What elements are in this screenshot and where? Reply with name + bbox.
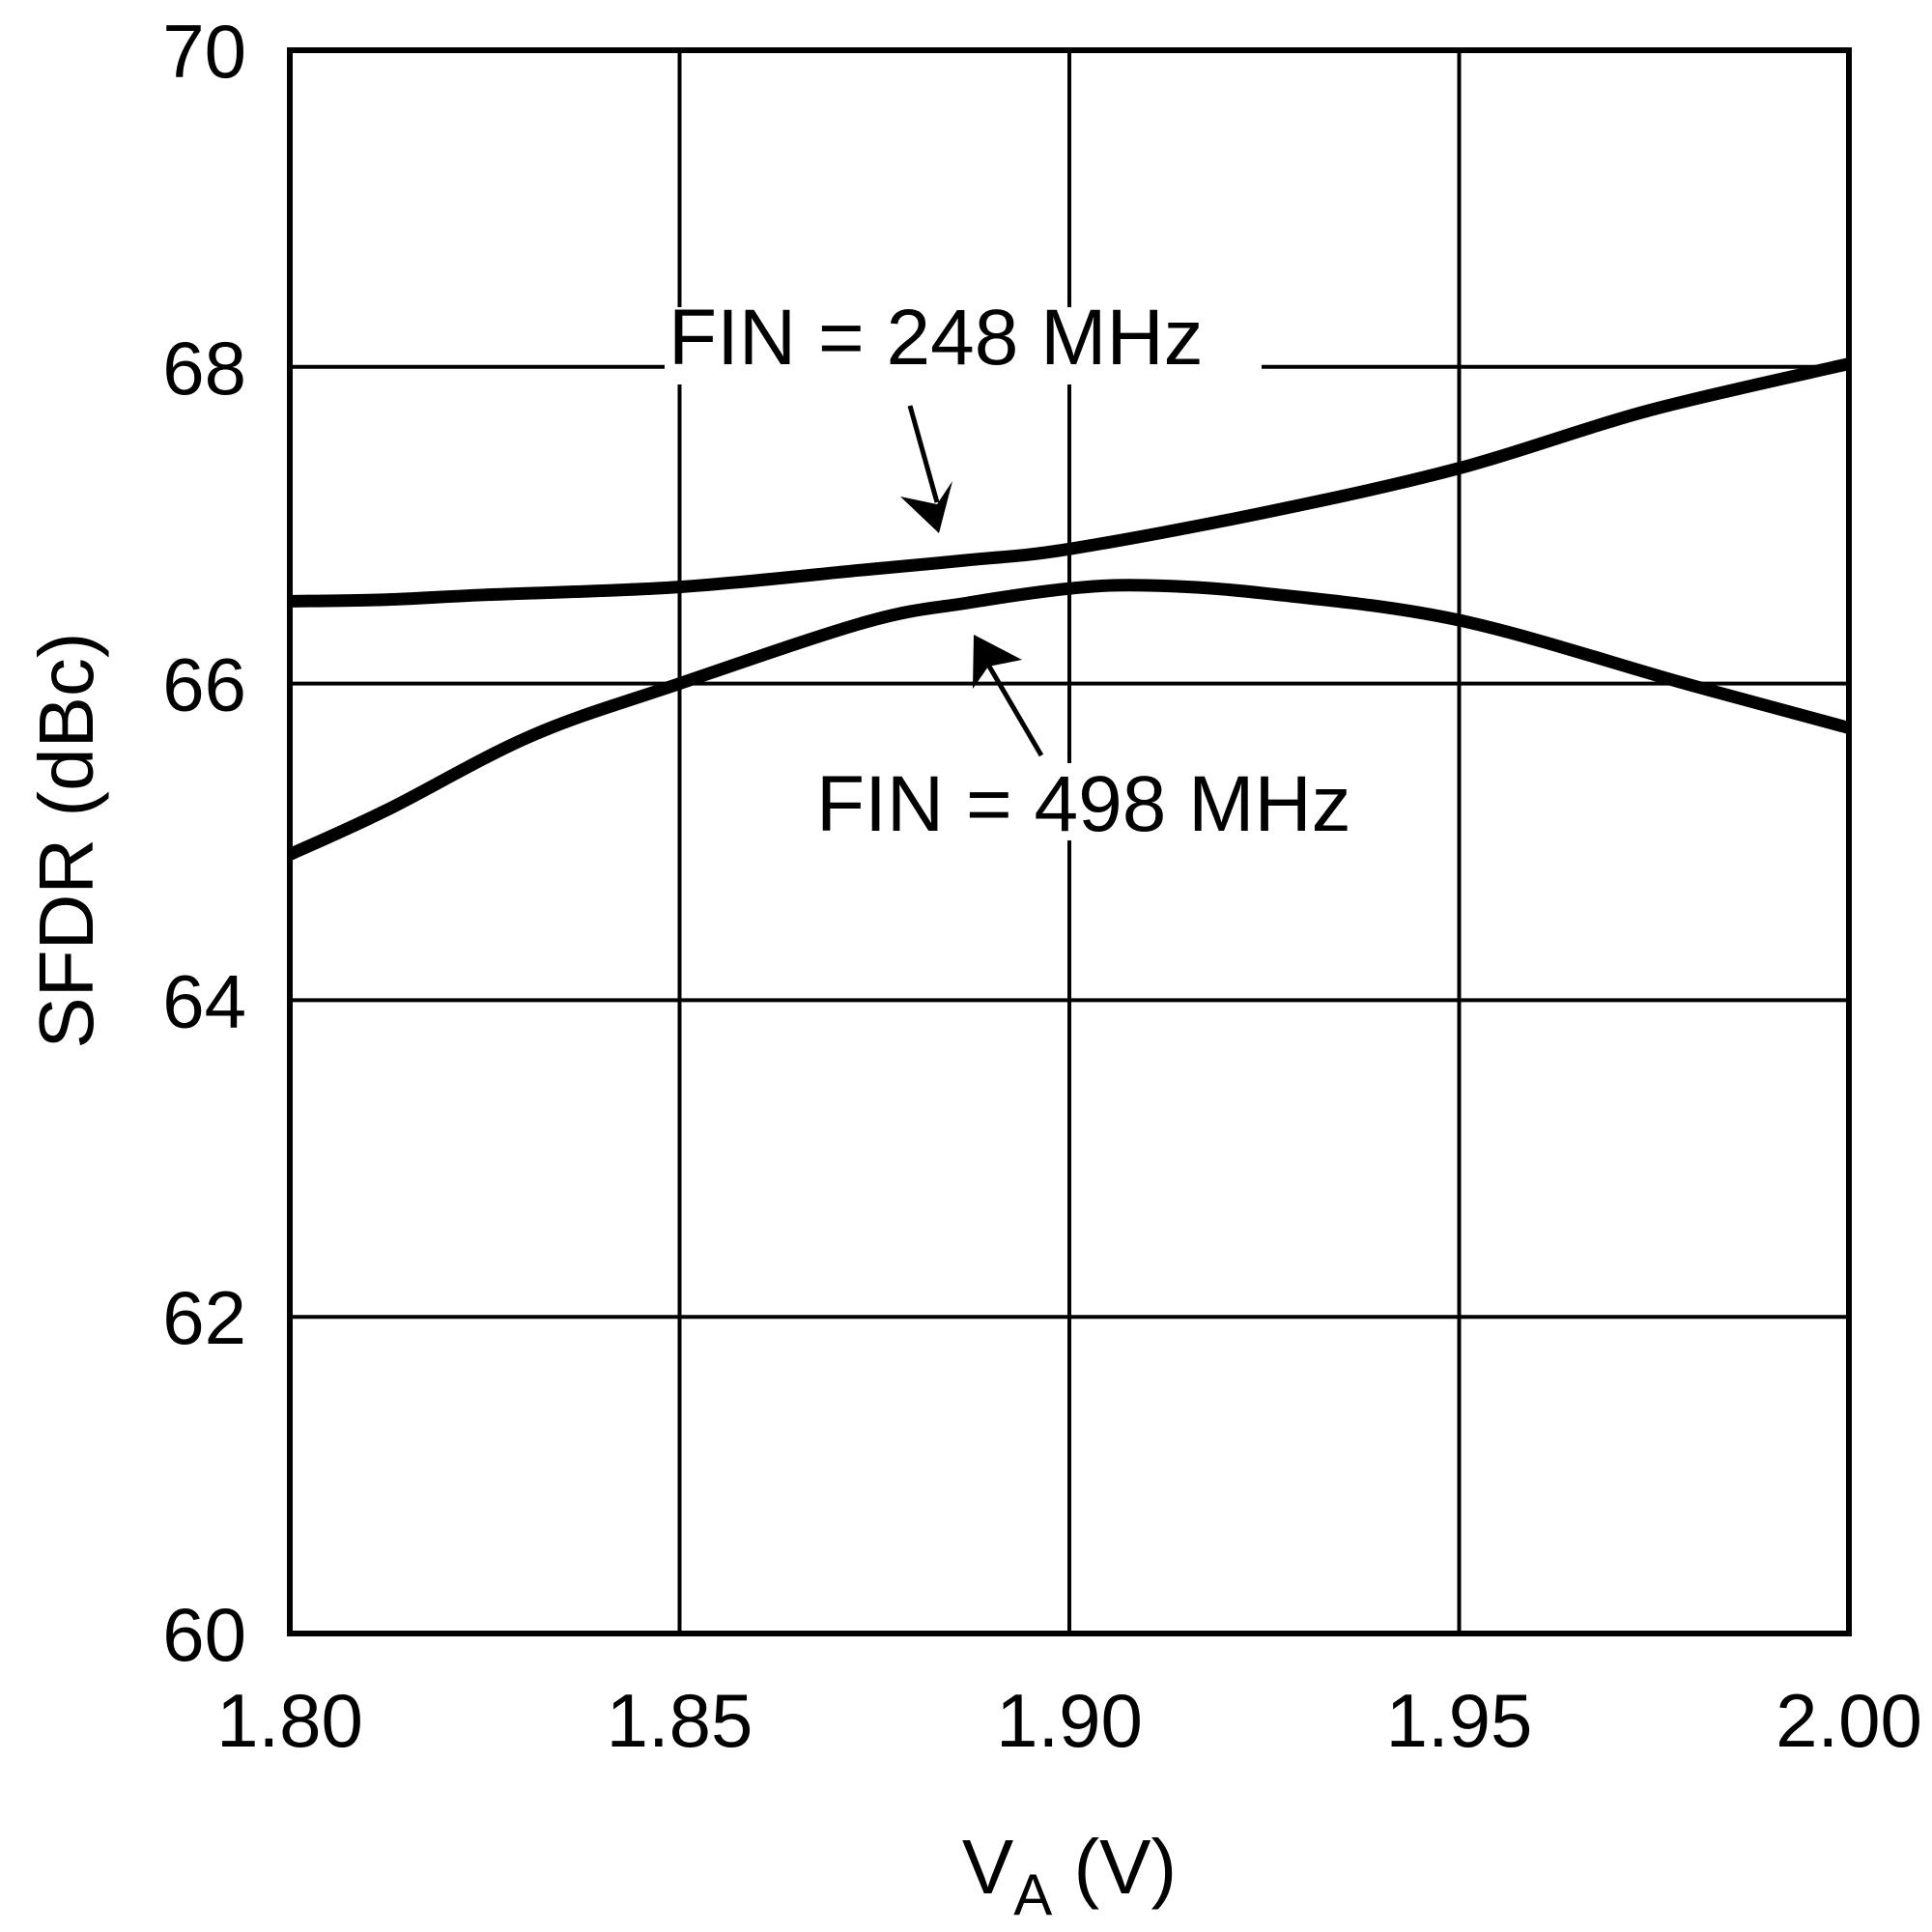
y-axis-tick-labels: 60 62 64 66 68 70 bbox=[162, 9, 246, 1677]
y-tick-label: 68 bbox=[162, 326, 246, 411]
annotation-fin-248: FIN = 248 MHz bbox=[668, 294, 1204, 382]
y-tick-label: 62 bbox=[162, 1275, 246, 1360]
x-tick-label: 1.80 bbox=[216, 1678, 363, 1763]
x-axis-title-unit: (V) bbox=[1052, 1824, 1177, 1910]
x-axis-title-main: V bbox=[962, 1824, 1014, 1910]
y-axis-title: SFDR (dBc) bbox=[23, 632, 109, 1048]
annotation-248-background bbox=[665, 307, 1262, 384]
y-tick-label: 70 bbox=[162, 9, 246, 94]
x-axis-title: VA (V) bbox=[962, 1824, 1177, 1927]
arrow-498-icon bbox=[973, 635, 1044, 757]
x-tick-label: 1.90 bbox=[996, 1678, 1143, 1763]
x-tick-label: 2.00 bbox=[1776, 1678, 1922, 1763]
series-line-fin-498mhz bbox=[287, 579, 1851, 861]
x-axis-title-subscript: A bbox=[1013, 1862, 1052, 1927]
x-axis-tick-labels: 1.80 1.85 1.90 1.95 2.00 bbox=[216, 1678, 1922, 1763]
y-tick-label: 64 bbox=[162, 958, 246, 1043]
annotation-fin-498: FIN = 498 MHz bbox=[816, 760, 1351, 848]
series-line-fin-248mhz bbox=[289, 357, 1851, 608]
y-tick-label: 60 bbox=[162, 1592, 246, 1677]
x-tick-label: 1.85 bbox=[607, 1678, 753, 1763]
data-series bbox=[287, 357, 1851, 861]
annotation-498-background bbox=[813, 763, 1410, 840]
x-tick-label: 1.95 bbox=[1386, 1678, 1533, 1763]
arrow-248-icon bbox=[900, 405, 952, 533]
y-tick-label: 66 bbox=[162, 642, 246, 727]
plot-frame bbox=[287, 47, 1852, 1636]
